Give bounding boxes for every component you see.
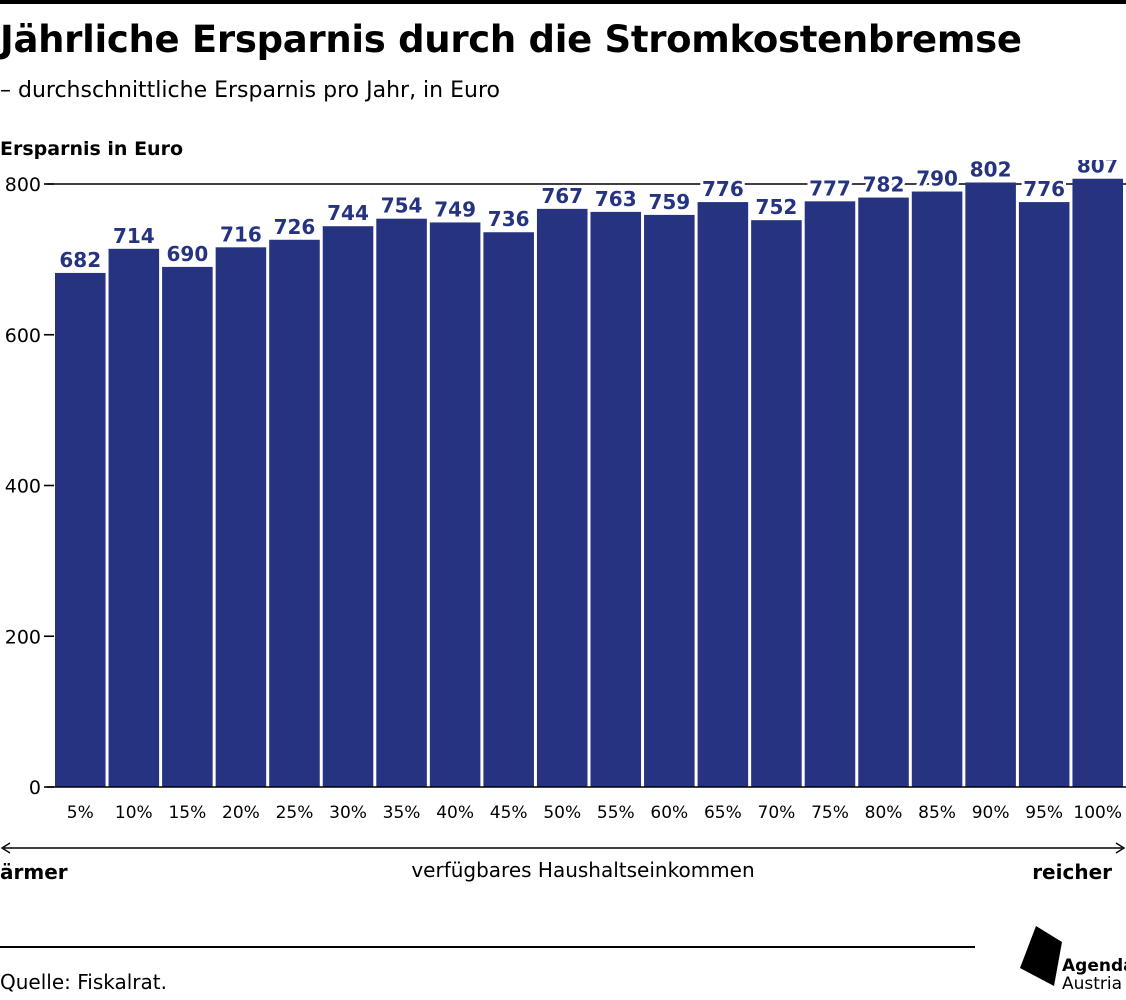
bar-data-label: 716	[220, 222, 262, 246]
x-tick-label: 90%	[972, 803, 1010, 823]
bar-data-label: 749	[434, 197, 476, 221]
bar	[536, 208, 588, 787]
chart-subtitle: – durchschnittliche Ersparnis pro Jahr, …	[0, 78, 500, 103]
chart-title: Jährliche Ersparnis durch die Stromkoste…	[0, 18, 1022, 61]
bar-data-label: 802	[970, 160, 1012, 181]
bar	[215, 247, 267, 787]
bar	[858, 197, 909, 787]
source-note: Quelle: Fiskalrat.	[0, 970, 167, 994]
bar-data-label: 759	[648, 190, 690, 214]
bar-data-label: 714	[113, 224, 155, 248]
bar	[697, 202, 749, 788]
x-tick-label: 55%	[597, 803, 635, 823]
y-tick-label: 200	[5, 626, 41, 648]
bar-data-label: 807	[1077, 160, 1119, 178]
x-tick-label: 100%	[1073, 803, 1122, 823]
bar	[1018, 202, 1070, 788]
x-axis-left-label: ärmer	[0, 860, 68, 884]
x-tick-label: 35%	[383, 803, 421, 823]
bar	[376, 218, 427, 788]
bar	[55, 272, 106, 787]
x-tick-label: 30%	[329, 803, 367, 823]
footer-rule	[0, 946, 975, 948]
bar-data-label: 763	[595, 187, 637, 211]
x-tick-label: 50%	[543, 803, 581, 823]
bar	[429, 222, 481, 787]
top-rule	[0, 0, 1126, 4]
x-tick-label: 25%	[276, 803, 314, 823]
x-tick-label: 70%	[758, 803, 796, 823]
x-axis-right-label: reicher	[1032, 860, 1112, 884]
bar-data-label: 682	[59, 248, 101, 272]
bar-data-label: 744	[327, 201, 369, 225]
bar-data-label: 782	[863, 173, 905, 197]
logo-text-line1: Agenda	[1062, 956, 1126, 976]
bar	[751, 220, 802, 787]
x-tick-label: 40%	[436, 803, 474, 823]
bar-chart: 0 200 400 600 800 682 5% 714 10% 690 15% 716 20% 726 2…	[0, 160, 1126, 854]
logo-shape-icon	[1020, 926, 1062, 986]
bar-data-label: 767	[541, 184, 583, 208]
bar-data-label: 736	[488, 207, 530, 231]
bar-data-label: 726	[274, 215, 316, 239]
y-tick-label: 0	[29, 777, 41, 799]
arrow-left-icon	[0, 842, 11, 854]
bar-data-label: 752	[756, 195, 798, 219]
x-tick-label: 5%	[67, 803, 94, 823]
x-tick-label: 65%	[704, 803, 742, 823]
y-tick-label: 600	[5, 325, 41, 347]
x-tick-label: 95%	[1025, 803, 1063, 823]
x-tick-label: 85%	[918, 803, 956, 823]
y-tick-label: 800	[5, 174, 41, 196]
bar	[804, 201, 856, 787]
bar-data-label: 776	[702, 177, 744, 201]
bar	[483, 232, 534, 787]
bar	[269, 239, 320, 788]
x-tick-label: 80%	[865, 803, 903, 823]
x-tick-label: 15%	[168, 803, 206, 823]
arrow-right-icon	[1115, 842, 1126, 854]
x-tick-label: 75%	[811, 803, 849, 823]
bar-data-label: 777	[809, 176, 851, 200]
bar-data-label: 776	[1023, 177, 1065, 201]
x-tick-label: 20%	[222, 803, 260, 823]
bar	[322, 226, 374, 788]
bar	[644, 214, 695, 787]
bar-data-label: 754	[381, 194, 423, 218]
bar-data-label: 690	[167, 242, 209, 266]
bar	[965, 182, 1016, 787]
x-tick-label: 60%	[650, 803, 688, 823]
x-tick-label: 10%	[115, 803, 153, 823]
y-axis-label: Ersparnis in Euro	[0, 138, 183, 160]
bar	[162, 266, 213, 788]
bar	[590, 211, 642, 788]
y-tick-label: 400	[5, 476, 41, 498]
bar-data-label: 790	[916, 167, 958, 191]
bar	[108, 248, 160, 787]
bar	[1072, 178, 1123, 787]
logo-text-line2: Austria	[1062, 974, 1123, 994]
x-axis-label: verfügbares Haushaltseinkommen	[411, 858, 755, 882]
bar	[911, 191, 963, 788]
x-tick-label: 45%	[490, 803, 528, 823]
